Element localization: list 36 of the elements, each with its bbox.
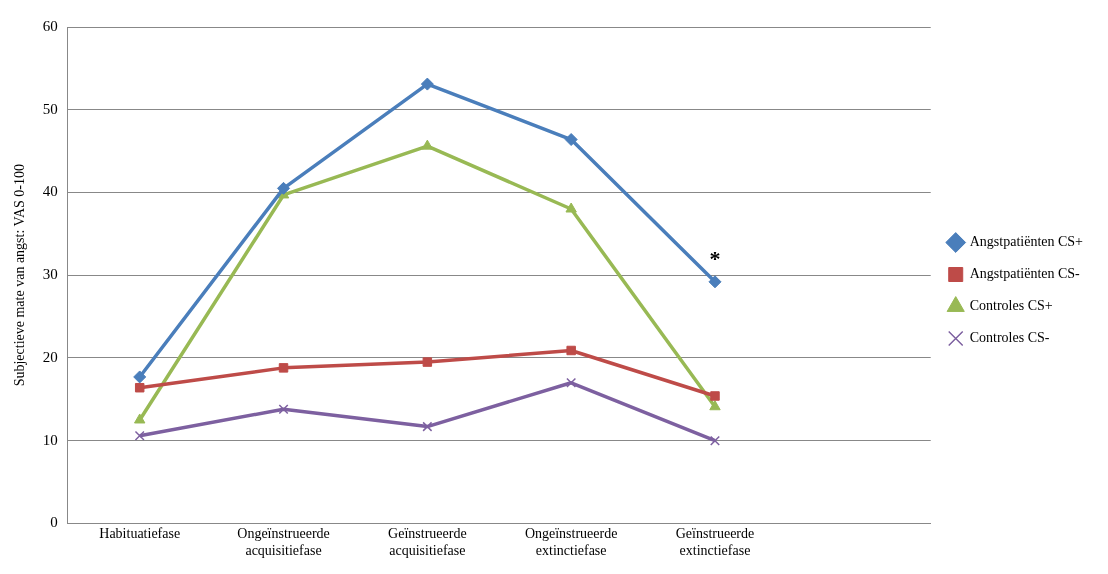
x-tick-label: Habituatiefase [99,526,181,542]
point [422,357,433,367]
x-tick-label: Geïnstrueerde acquisitiefase [388,526,467,559]
point [566,377,577,388]
point [278,363,289,373]
legend-label: Controles CS+ [969,298,1053,314]
point [277,181,291,195]
point [420,77,434,91]
point [422,421,433,432]
y-tick-label: 0 [50,514,58,531]
y-tick-label: 50 [42,100,58,117]
annotation: * [709,245,721,271]
point [564,133,578,147]
point [708,275,722,289]
y-tick-label: 10 [42,431,58,448]
x-tick-label: Ongeïnstrueerde acquisitiefase [237,526,330,559]
point [134,413,146,424]
legend-label: Angstpatiënten CS- [969,266,1081,282]
point [710,435,720,446]
point [565,202,577,213]
y-tick-label: 60 [42,17,58,34]
y-tick-label: 40 [42,183,58,200]
y-tick-label: 30 [42,266,58,283]
y-tick-label: 20 [42,348,58,365]
y-axis-title: Subjectieve mate van angst: VAS 0-100 [12,164,28,387]
legend-label: Angstpatiënten CS+ [969,234,1084,250]
x-tick-label: Ongeïnstrueerde extinctiefase [524,526,618,559]
x-tick-label: Geïnstrueerde extinctiefase [675,526,755,559]
legend-label: Controles CS- [969,330,1050,346]
point [709,400,721,411]
point [710,391,720,401]
point [134,430,145,441]
point [278,404,289,415]
point [134,382,145,393]
point [566,345,576,356]
point [133,370,147,384]
